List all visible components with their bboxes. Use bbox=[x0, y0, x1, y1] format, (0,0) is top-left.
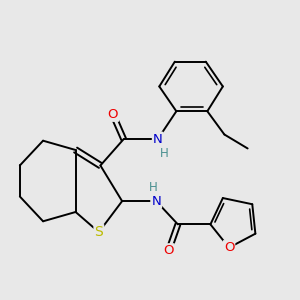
Text: N: N bbox=[153, 133, 163, 146]
Text: O: O bbox=[163, 244, 174, 257]
Text: N: N bbox=[151, 195, 161, 208]
Text: S: S bbox=[94, 225, 103, 239]
Text: H: H bbox=[160, 147, 168, 160]
Text: H: H bbox=[149, 181, 158, 194]
Text: O: O bbox=[108, 108, 118, 121]
Text: O: O bbox=[224, 241, 234, 254]
